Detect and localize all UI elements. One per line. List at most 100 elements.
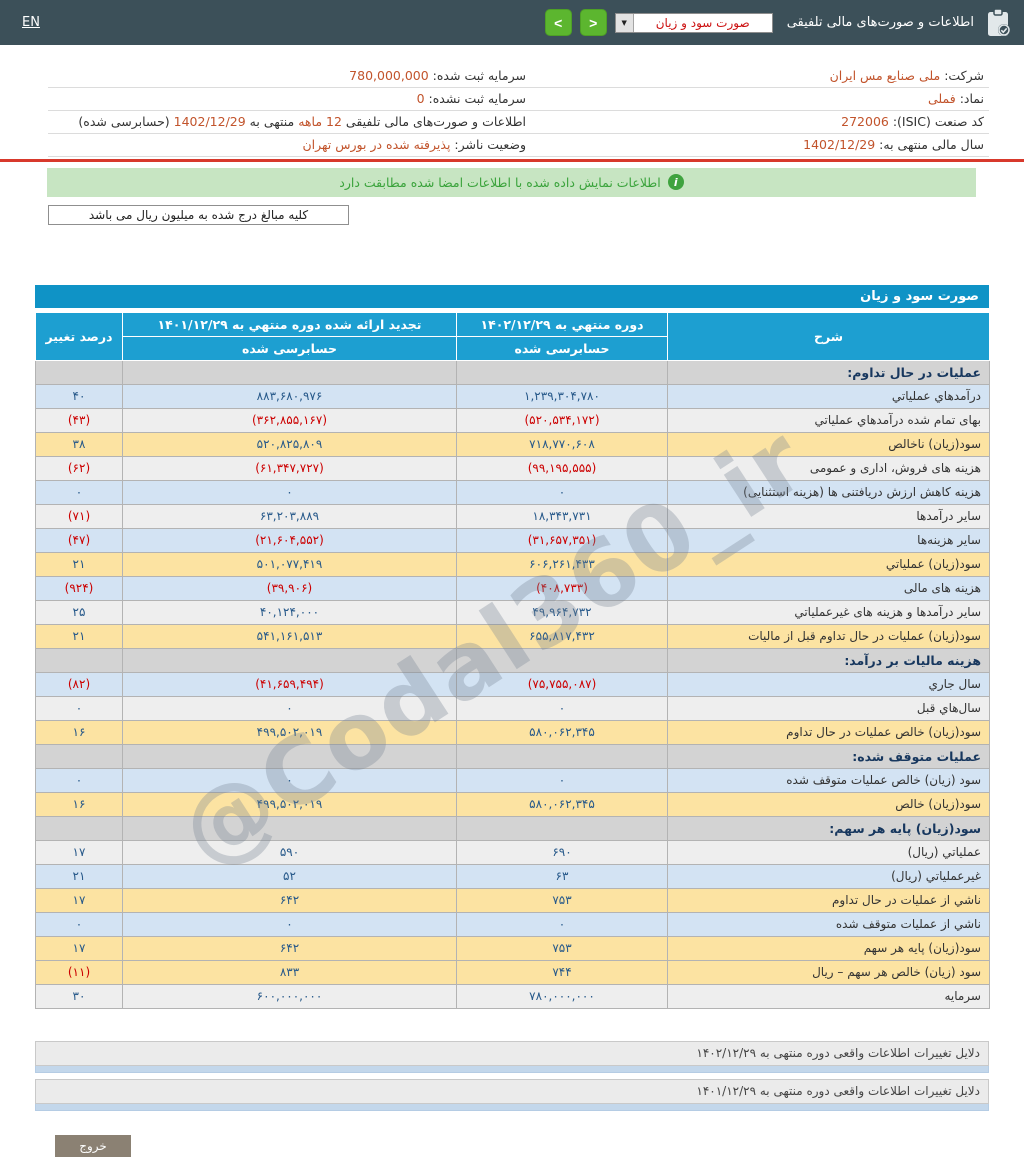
cell-prior-value: ۸۸۳,۶۸۰,۹۷۶ bbox=[122, 383, 457, 409]
table-row: ساير درآمدها و هزينه هاى غيرعملياتي ۴۹,۹۶… bbox=[35, 599, 990, 625]
cell-description: هزينه هاى فروش، ادارى و عمومى bbox=[667, 455, 990, 481]
signature-match-banner: i اطلاعات نمایش داده شده با اطلاعات امضا… bbox=[47, 167, 976, 197]
cell-percent-change: ۱۷ bbox=[35, 887, 123, 913]
cell-current-value: ۶۳ bbox=[456, 863, 668, 889]
table-row: غيرعملياتي (ريال) ۶۳ ۵۲ ۲۱ bbox=[35, 863, 990, 889]
info-value: 12 ماهه bbox=[298, 114, 342, 129]
info-cell-left: وضعیت ناشر: پذیرفته شده در بورس تهران bbox=[48, 133, 531, 157]
statement-select-value: صورت سود و زیان bbox=[655, 15, 750, 30]
cell-current-value: ۷۱۸,۷۷۰,۶۰۸ bbox=[456, 431, 668, 457]
cell-prior-value: ۶۳,۲۰۳,۸۸۹ bbox=[122, 503, 457, 529]
info-cell-left: سرمایه ثبت شده: 780,000,000 bbox=[48, 64, 531, 88]
cell-description: بهای تمام شده درآمدهاي عملياتي bbox=[667, 407, 990, 433]
cell-description: سود (زيان) خالص عمليات متوقف شده bbox=[667, 767, 990, 793]
next-statement-button[interactable]: > bbox=[579, 9, 607, 36]
table-row: سود (زيان) خالص هر سهم – ريال ۷۴۴ ۸۳۳ (۱۱) bbox=[35, 959, 990, 985]
cell-current-value: ۰ bbox=[456, 767, 668, 793]
cell-current-value: ۱۸,۳۴۳,۷۳۱ bbox=[456, 503, 668, 529]
cell-section-label: عملیات در حال تداوم: bbox=[667, 359, 990, 385]
table-row: سود(زيان) ناخالص ۷۱۸,۷۷۰,۶۰۸ ۵۲۰,۸۲۵,۸۰۹ ۳۸ bbox=[35, 431, 990, 457]
cell-description: سال جاري bbox=[667, 671, 990, 697]
section-row: هزينه ماليات بر درآمد: bbox=[35, 647, 990, 673]
cell-description: ناشي از عمليات متوقف شده bbox=[667, 911, 990, 937]
table-row: بهای تمام شده درآمدهاي عملياتي (۵۲۰,۵۳۴,۱… bbox=[35, 407, 990, 433]
info-cell-right: شرکت: ملی صنایع مس ایران bbox=[531, 64, 989, 88]
cell-prior-value bbox=[122, 359, 457, 385]
chevron-down-icon[interactable]: ▼ bbox=[615, 13, 634, 32]
company-info-body: شرکت: ملی صنایع مس ایران سرمایه ثبت شده: … bbox=[48, 64, 989, 157]
table-row: سود(زيان) پايه هر سهم ۷۵۳ ۶۴۲ ۱۷ bbox=[35, 935, 990, 961]
cell-prior-value bbox=[122, 815, 457, 841]
page-title: اطلاعات و صورت‌های مالی تلفیقی bbox=[786, 15, 974, 30]
cell-description: سود(زيان) پايه هر سهم bbox=[667, 935, 990, 961]
cell-description: درآمدهاي عملياتي bbox=[667, 383, 990, 409]
cell-description: هزينه كاهش ارزش دريافتنى ها (هزينه استثن… bbox=[667, 479, 990, 505]
cell-description: سود(زيان) خالص عمليات در حال تداوم bbox=[667, 719, 990, 745]
cell-prior-value: ۵۰۱,۰۷۷,۴۱۹ bbox=[122, 551, 457, 577]
table-row: سرمايه ۷۸۰,۰۰۰,۰۰۰ ۶۰۰,۰۰۰,۰۰۰ ۳۰ bbox=[35, 983, 990, 1009]
chevron-left-icon: < bbox=[554, 14, 563, 31]
cell-current-value: ۰ bbox=[456, 695, 668, 721]
cell-percent-change: ۱۶ bbox=[35, 719, 123, 745]
table-row: سود (زيان) خالص عمليات متوقف شده ۰ ۰ ۰ bbox=[35, 767, 990, 793]
cell-current-value: ۵۸۰,۰۶۲,۳۴۵ bbox=[456, 719, 668, 745]
cell-current-value: ۱,۲۳۹,۳۰۴,۷۸۰ bbox=[456, 383, 668, 409]
language-en-link[interactable]: EN bbox=[22, 15, 40, 30]
cell-prior-value: ۶۰۰,۰۰۰,۰۰۰ bbox=[122, 983, 457, 1009]
cell-current-value: ۴۹,۹۶۴,۷۳۲ bbox=[456, 599, 668, 625]
cell-prior-value: ۵۹۰ bbox=[122, 839, 457, 865]
table-row: سال‌هاي قبل ۰ ۰ ۰ bbox=[35, 695, 990, 721]
cell-description: ساير درآمدها bbox=[667, 503, 990, 529]
info-cell-left: سرمایه ثبت نشده: 0 bbox=[48, 87, 531, 111]
cell-prior-value: (۶۱,۳۴۷,۷۲۷) bbox=[122, 455, 457, 481]
cell-current-value: (۷۵,۷۵۵,۰۸۷) bbox=[456, 671, 668, 697]
pl-table-title: صورت سود و زیان bbox=[35, 284, 989, 308]
info-value: 1402/12/29 bbox=[173, 114, 246, 129]
info-label: اطلاعات و صورت‌های مالی تلفیقی bbox=[341, 114, 526, 129]
cell-prior-value: ۴۰,۱۲۴,۰۰۰ bbox=[122, 599, 457, 625]
cell-percent-change: (۴۳) bbox=[35, 407, 123, 433]
reasons-row-2[interactable]: دلایل تغییرات اطلاعات واقعی دوره منتهی ب… bbox=[35, 1078, 989, 1104]
cell-current-value: (۳۱,۶۵۷,۳۵۱) bbox=[456, 527, 668, 553]
reasons-row-1[interactable]: دلایل تغییرات اطلاعات واقعی دوره منتهی ب… bbox=[35, 1040, 989, 1066]
cell-prior-value: ۵۲۰,۸۲۵,۸۰۹ bbox=[122, 431, 457, 457]
info-label: منتهی به bbox=[245, 114, 299, 129]
table-row: ساير هزينه‌ها (۳۱,۶۵۷,۳۵۱) (۲۱,۶۰۴,۵۵۲) (۴۷… bbox=[35, 527, 990, 553]
info-row: سال مالی منتهی به: 1402/12/29 وضعیت ناشر:… bbox=[48, 133, 989, 157]
units-note-box: کلیه مبالغ درج شده به میلیون ریال می باش… bbox=[48, 204, 349, 225]
table-row: عملياتي (ريال) ۶۹۰ ۵۹۰ ۱۷ bbox=[35, 839, 990, 865]
cell-section-label: هزينه ماليات بر درآمد: bbox=[667, 647, 990, 673]
cell-current-value bbox=[456, 743, 668, 769]
cell-description: سال‌هاي قبل bbox=[667, 695, 990, 721]
cell-current-value: (۵۲۰,۵۳۴,۱۷۲) bbox=[456, 407, 668, 433]
cell-current-value: ۶۹۰ bbox=[456, 839, 668, 865]
info-label: سال مالی منتهی به: bbox=[875, 137, 984, 152]
statement-select[interactable]: ▼ صورت سود و زیان bbox=[614, 12, 773, 33]
cell-percent-change bbox=[35, 359, 123, 385]
table-row: ناشي از عمليات متوقف شده ۰ ۰ ۰ bbox=[35, 911, 990, 937]
cell-current-value: ۷۸۰,۰۰۰,۰۰۰ bbox=[456, 983, 668, 1009]
cell-description: عملياتي (ريال) bbox=[667, 839, 990, 865]
cell-prior-value: ۸۳۳ bbox=[122, 959, 457, 985]
cell-percent-change: (۷۱) bbox=[35, 503, 123, 529]
table-row: ناشي از عمليات در حال تداوم ۷۵۳ ۶۴۲ ۱۷ bbox=[35, 887, 990, 913]
info-value: ملی صنایع مس ایران bbox=[829, 67, 941, 83]
section-row: عملیات در حال تداوم: bbox=[35, 359, 990, 385]
cell-percent-change: ۰ bbox=[35, 479, 123, 505]
cell-percent-change: ۳۰ bbox=[35, 983, 123, 1009]
info-row: شرکت: ملی صنایع مس ایران سرمایه ثبت شده: … bbox=[48, 64, 989, 88]
cell-current-value: ۷۵۳ bbox=[456, 887, 668, 913]
cell-percent-change: (۴۷) bbox=[35, 527, 123, 553]
banner-text: اطلاعات نمایش داده شده با اطلاعات امضا ش… bbox=[339, 174, 661, 190]
cell-percent-change bbox=[35, 743, 123, 769]
cell-description: سود (زيان) خالص هر سهم – ريال bbox=[667, 959, 990, 985]
cell-prior-value: (۳۶۲,۸۵۵,۱۶۷) bbox=[122, 407, 457, 433]
info-icon: i bbox=[667, 174, 684, 190]
cell-percent-change: ۴۰ bbox=[35, 383, 123, 409]
prev-statement-button[interactable]: < bbox=[544, 9, 572, 36]
section-row: عمليات متوقف شده: bbox=[35, 743, 990, 769]
cell-section-label: عمليات متوقف شده: bbox=[667, 743, 990, 769]
cell-current-value: ۷۵۳ bbox=[456, 935, 668, 961]
cell-current-value bbox=[456, 359, 668, 385]
clipboard-check-icon bbox=[988, 7, 1010, 36]
